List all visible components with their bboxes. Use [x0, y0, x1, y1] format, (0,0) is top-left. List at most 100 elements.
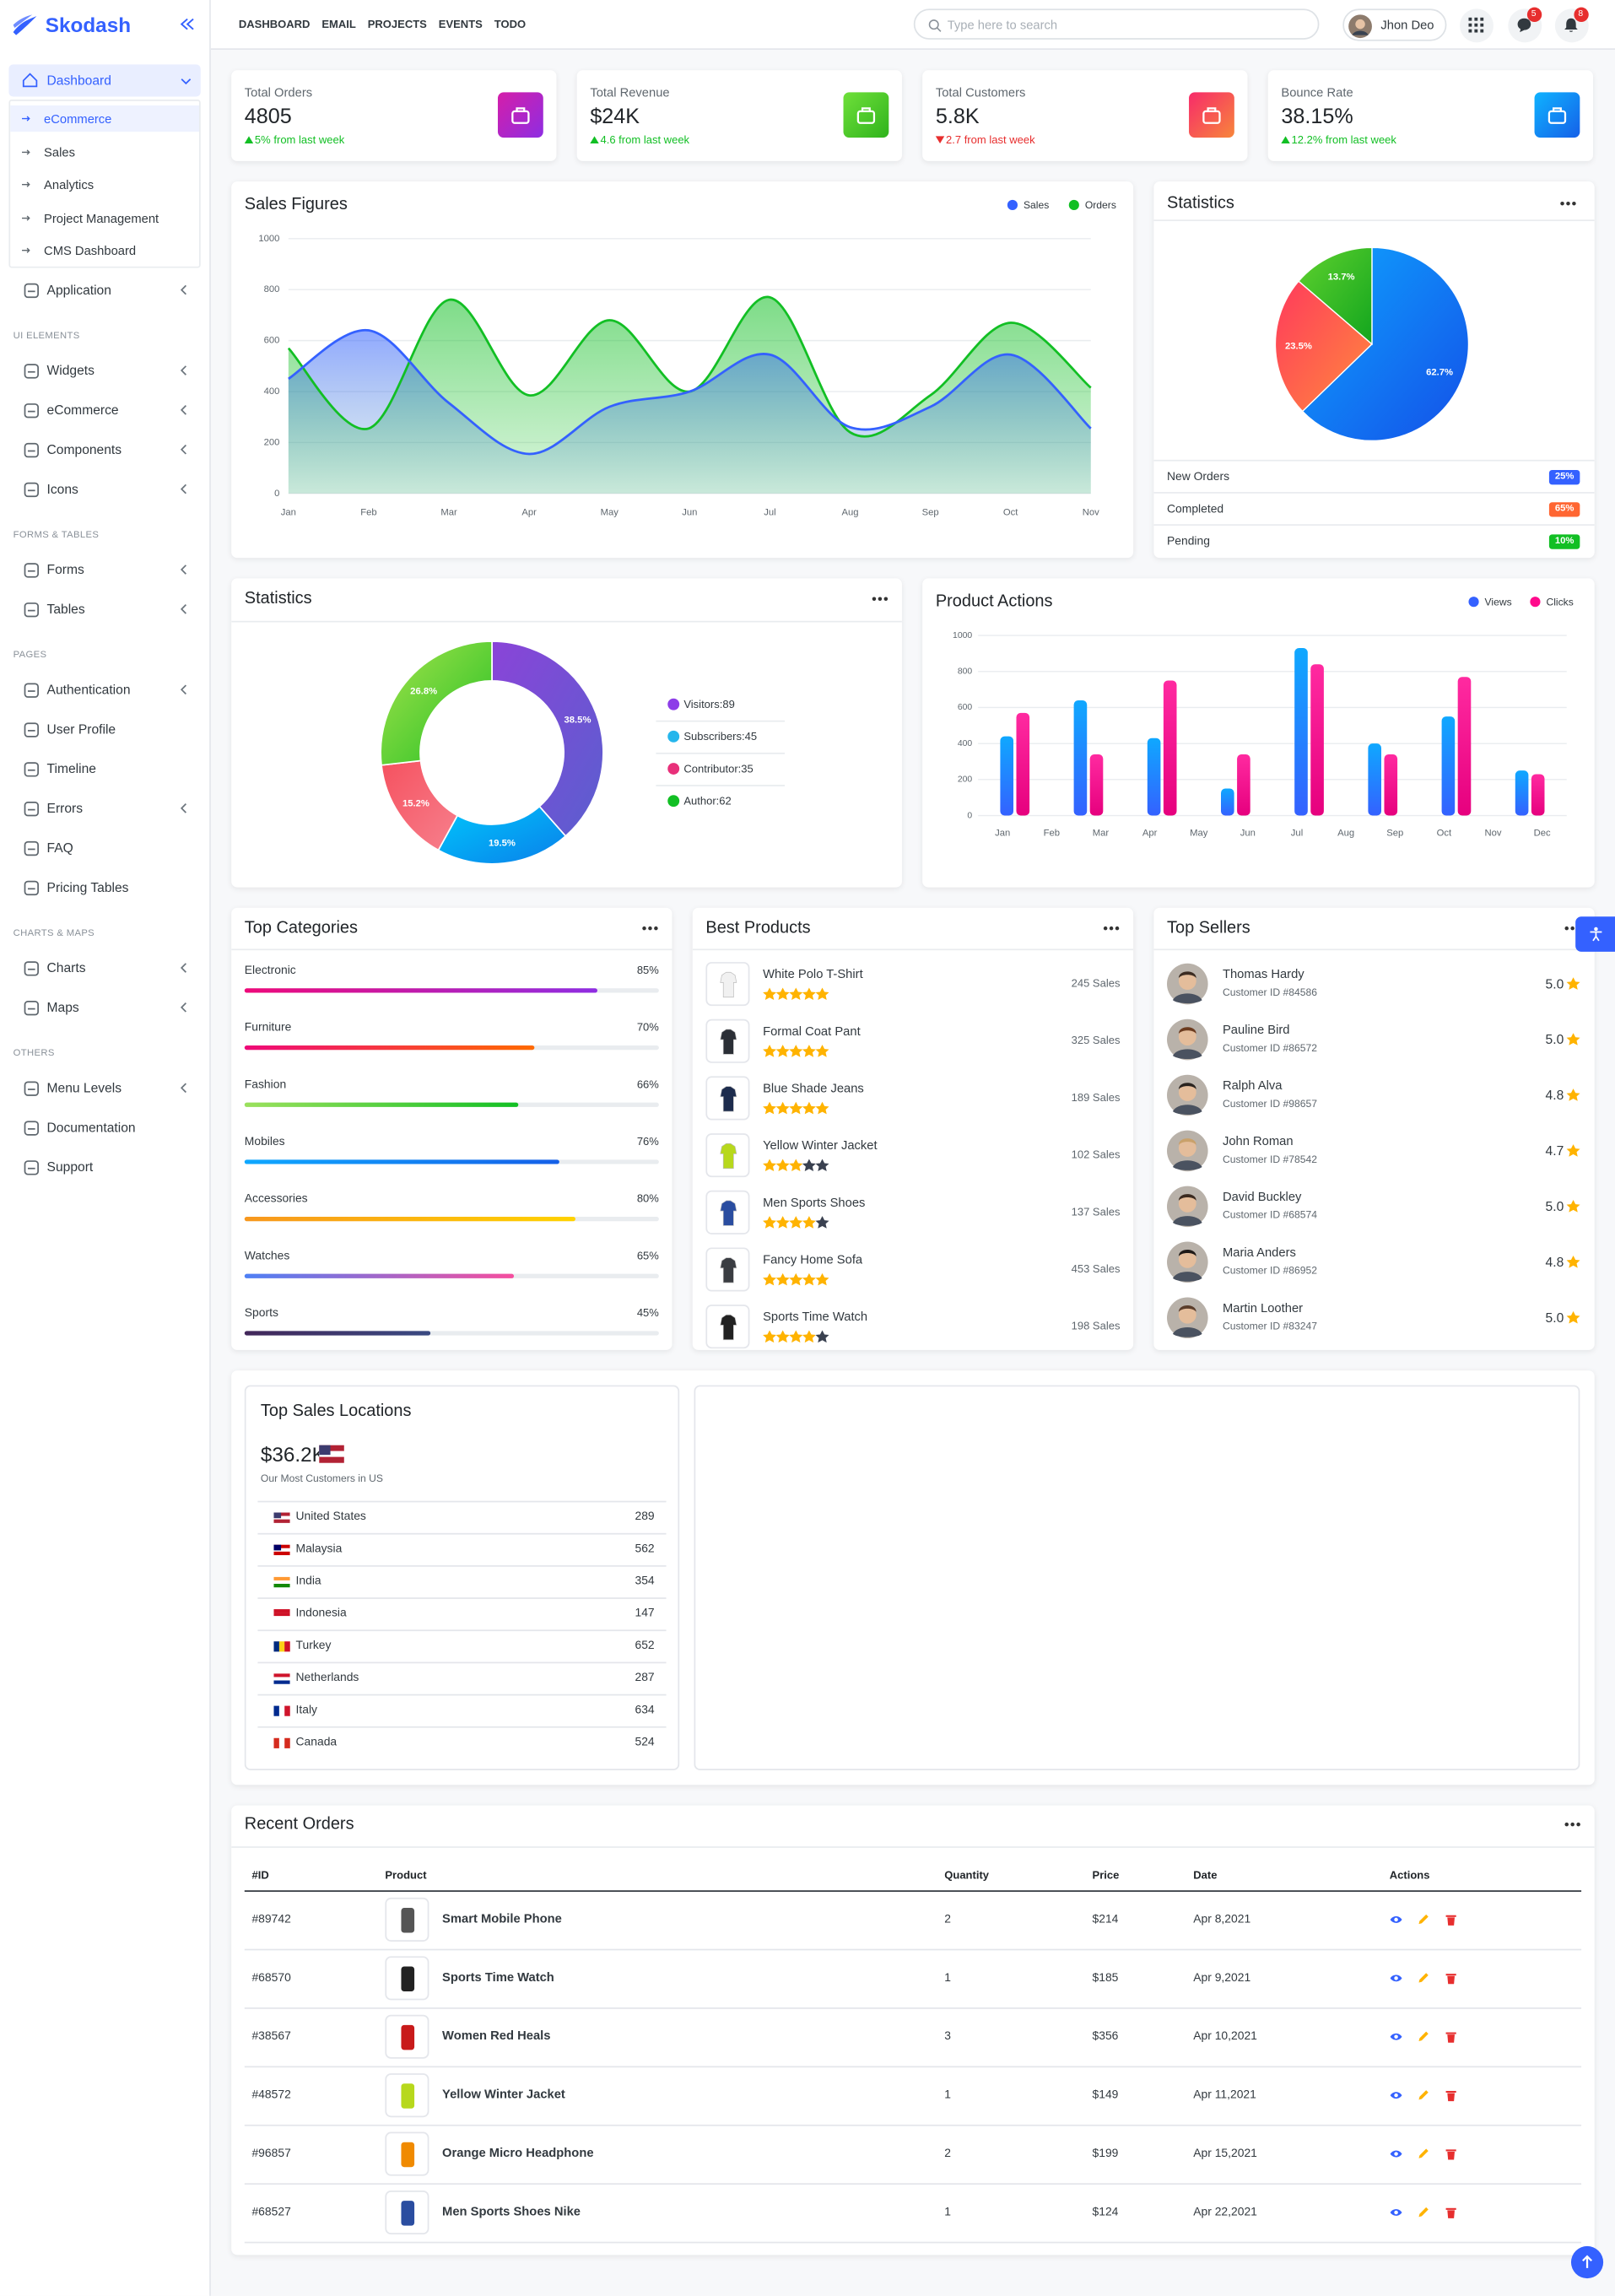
submenu-item[interactable]: CMS Dashboard [44, 243, 137, 258]
progress-bar [244, 1159, 560, 1164]
nav-link[interactable]: DASHBOARD [238, 17, 311, 31]
category-name: Fashion [244, 1078, 287, 1091]
nav-link[interactable]: EVENTS [438, 17, 483, 31]
rating-stars-part [763, 1045, 777, 1057]
submenu-item[interactable]: Analytics [44, 176, 95, 192]
menu-item[interactable]: eCommerce [46, 402, 119, 418]
rating-star [1566, 1255, 1580, 1268]
edit-action[interactable] [1418, 2089, 1429, 2101]
legend-label: Author:62 [683, 794, 731, 807]
menu-item[interactable]: Forms [46, 562, 84, 577]
delete-action[interactable] [1445, 2207, 1457, 2218]
rating-stars-part [775, 1101, 790, 1115]
flag [273, 1704, 290, 1715]
edit-action[interactable] [1418, 2207, 1429, 2218]
trend-arrow [1281, 136, 1290, 144]
menu-icon-part [24, 1120, 39, 1135]
user-menu[interactable]: Jhon Deo [1342, 8, 1447, 41]
view-action[interactable] [1390, 2208, 1403, 2217]
view-action[interactable] [1390, 2033, 1403, 2041]
more-menu[interactable] [1559, 201, 1577, 207]
more-menu-part [654, 926, 658, 931]
more-menu[interactable] [1564, 1822, 1581, 1828]
edit-action[interactable] [1418, 1914, 1429, 1926]
delete-action[interactable] [1445, 2031, 1457, 2043]
more-menu[interactable] [1103, 926, 1121, 932]
more-menu[interactable] [871, 596, 889, 602]
menu-item[interactable]: User Profile [46, 721, 116, 737]
edit-action[interactable] [1418, 2031, 1429, 2043]
progress-bar [244, 988, 597, 993]
menu-item[interactable]: Tables [46, 602, 85, 617]
collapse-toggle[interactable] [180, 18, 194, 31]
user-avatar [1348, 14, 1372, 38]
menu-item[interactable]: Application [46, 282, 111, 298]
menu-item[interactable]: Documentation [46, 1120, 136, 1135]
y-tick-label: 200 [264, 437, 280, 447]
progress-bar [244, 1273, 514, 1278]
menu-item[interactable]: Widgets [46, 363, 95, 378]
product-glyph-part [720, 1257, 737, 1283]
notifications-button[interactable]: 8 [1553, 6, 1588, 42]
view-action[interactable] [1390, 2149, 1403, 2158]
more-menu-part [1103, 926, 1108, 931]
chevron-part [180, 1002, 186, 1013]
column-header: Date [1193, 1868, 1218, 1882]
edit-action[interactable] [1418, 2148, 1429, 2160]
bar [1016, 712, 1030, 816]
menu-item-active[interactable]: Dashboard [8, 64, 201, 97]
menu-item[interactable]: Charts [46, 960, 86, 975]
menu-item[interactable]: Components [46, 442, 122, 457]
submenu-item[interactable]: Sales [44, 143, 75, 159]
submenu-arrow-part [22, 247, 30, 253]
menu-item[interactable]: Menu Levels [46, 1080, 122, 1095]
view-action[interactable] [1390, 1915, 1403, 1924]
seller-id: Customer ID #86572 [1222, 1044, 1318, 1055]
row-divider [257, 1661, 667, 1664]
nav-link[interactable]: TODO [494, 17, 527, 31]
brand-name[interactable]: Skodash [45, 13, 132, 37]
submenu-item[interactable]: eCommerce [44, 111, 112, 127]
more-menu-part [878, 597, 883, 601]
price: $149 [1092, 2088, 1119, 2102]
delete-action[interactable] [1445, 2089, 1457, 2102]
country-count: 634 [635, 1703, 655, 1716]
delete-action[interactable] [1445, 1914, 1457, 1926]
menu-item[interactable]: Maps [46, 1000, 79, 1015]
flag [273, 1543, 290, 1555]
topbar: DASHBOARD EMAIL PROJECTS EVENTS TODO Type her… [210, 0, 1615, 50]
menu-item[interactable]: Pricing Tables [46, 879, 129, 895]
rating-star [1566, 1310, 1580, 1324]
search-box[interactable]: Type here to search [913, 8, 1320, 40]
menu-item[interactable]: Support [46, 1159, 94, 1175]
pie-slice [1274, 280, 1373, 413]
sidebar: Skodash Dashboard eCommerce Sales Analytics P… [0, 0, 211, 2296]
submenu-item[interactable]: Project Management [44, 210, 159, 225]
menu-item[interactable]: Icons [46, 481, 78, 497]
delete-action[interactable] [1445, 2148, 1457, 2160]
delete-action[interactable] [1445, 1972, 1457, 1985]
legend-label: Clicks [1546, 596, 1573, 608]
more-menu[interactable] [641, 926, 659, 932]
menu-icon-part [22, 73, 38, 88]
view-action[interactable] [1390, 2091, 1403, 2099]
menu-item[interactable]: Errors [46, 801, 84, 816]
menu-icon [22, 73, 38, 88]
search-icon-part [937, 26, 942, 31]
menu-item[interactable]: FAQ [46, 840, 73, 856]
menu-icon [24, 1000, 39, 1015]
flag [273, 1511, 290, 1522]
scroll-top-button[interactable] [1570, 2245, 1604, 2279]
menu-item[interactable]: Timeline [46, 761, 96, 776]
apps-button[interactable] [1459, 8, 1493, 42]
nav-link[interactable]: EMAIL [321, 17, 356, 31]
accessibility-button[interactable] [1575, 916, 1615, 952]
view-action[interactable] [1390, 1974, 1403, 1982]
apps-button-icon-part [1468, 17, 1472, 21]
price: $124 [1092, 2205, 1119, 2218]
rating-star-part [1566, 1144, 1580, 1157]
nav-link[interactable]: PROJECTS [367, 17, 427, 31]
menu-item[interactable]: Authentication [46, 682, 131, 697]
edit-action[interactable] [1418, 1972, 1429, 1984]
messages-button[interactable]: 5 [1507, 6, 1542, 42]
